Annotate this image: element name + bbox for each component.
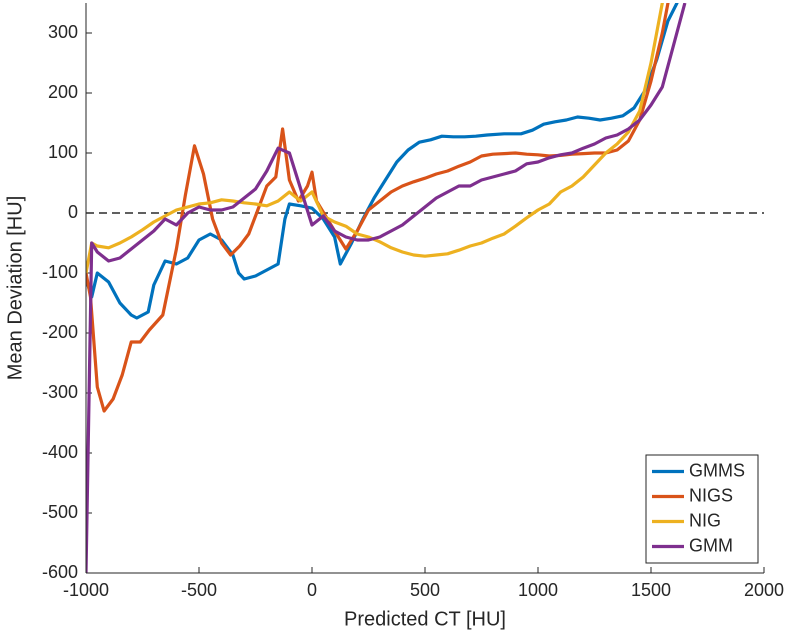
x-tick-label: 2000 bbox=[744, 580, 784, 600]
y-tick-label: -200 bbox=[42, 322, 78, 342]
x-tick-label: 500 bbox=[410, 580, 440, 600]
x-tick-label: 1000 bbox=[518, 580, 558, 600]
legend-label: NIG bbox=[689, 510, 721, 530]
legend-label: GMMS bbox=[689, 460, 745, 480]
y-tick-label: 200 bbox=[48, 82, 78, 102]
x-tick-label: -1000 bbox=[63, 580, 109, 600]
y-tick-label: -400 bbox=[42, 442, 78, 462]
legend-label: NIGS bbox=[689, 485, 733, 505]
y-tick-label: -100 bbox=[42, 262, 78, 282]
series-line bbox=[86, 3, 687, 573]
x-tick-label: -500 bbox=[181, 580, 217, 600]
legend-label: GMM bbox=[689, 535, 733, 555]
y-tick-label: -600 bbox=[42, 562, 78, 582]
y-tick-label: -500 bbox=[42, 502, 78, 522]
y-tick-label: 100 bbox=[48, 142, 78, 162]
x-axis-label: Predicted CT [HU] bbox=[344, 608, 506, 630]
series-line bbox=[86, 3, 679, 320]
series-line bbox=[86, 3, 670, 413]
y-axis-label: Mean Deviation [HU] bbox=[4, 196, 26, 381]
y-tick-label: 0 bbox=[68, 202, 78, 222]
x-tick-label: 1500 bbox=[631, 580, 671, 600]
x-tick-label: 0 bbox=[307, 580, 317, 600]
y-tick-label: 300 bbox=[48, 22, 78, 42]
plot-area bbox=[86, 3, 687, 573]
y-tick-label: -300 bbox=[42, 382, 78, 402]
series-line bbox=[86, 3, 664, 274]
